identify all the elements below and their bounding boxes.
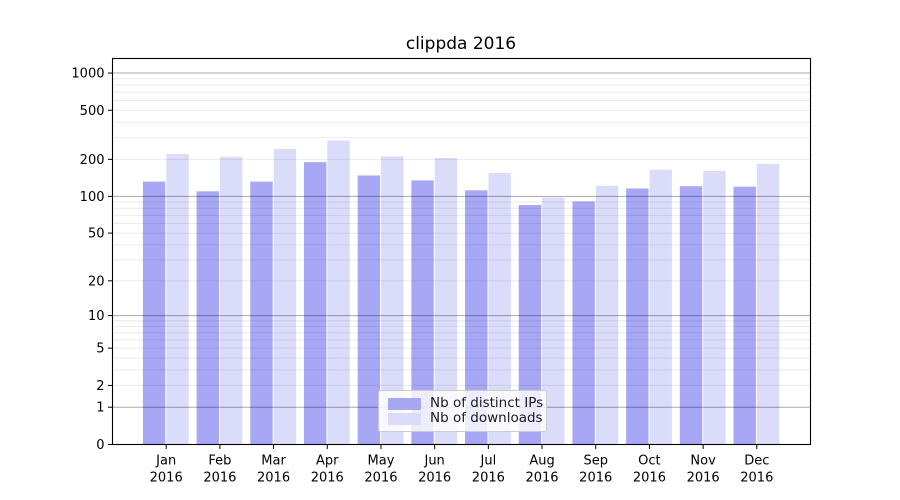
- bar-nb-of-downloads-aug: [542, 197, 565, 445]
- x-tick-label-jun: Jun 2016: [418, 454, 451, 486]
- y-tick-label-1000: 1000: [71, 67, 104, 82]
- bar-nb-of-distinct-ips-sep: [572, 201, 595, 445]
- x-tick-label-feb: Feb 2016: [203, 454, 236, 486]
- y-tick-label-20: 20: [88, 274, 105, 289]
- bar-nb-of-downloads-jan: [166, 154, 189, 445]
- bar-nb-of-downloads-jun: [434, 158, 458, 445]
- x-tick-label-dec: Dec 2016: [740, 454, 773, 486]
- x-tick-label-may: May 2016: [364, 454, 397, 486]
- bar-nb-of-downloads-apr: [327, 140, 350, 445]
- legend-swatch-downloads: [388, 412, 421, 425]
- x-tick-label-apr: Apr 2016: [311, 454, 344, 486]
- axes-spines: [111, 57, 812, 446]
- y-tick-label-2: 2: [96, 379, 104, 394]
- bar-nb-of-distinct-ips-mar: [250, 181, 273, 445]
- legend-item-distinct-ips: Nb of distinct IPs: [388, 396, 543, 411]
- bar-nb-of-distinct-ips-jan: [142, 181, 166, 445]
- bar-nb-of-downloads-jul: [488, 172, 511, 445]
- bar-nb-of-downloads-dec: [756, 163, 780, 445]
- x-tick-label-nov: Nov 2016: [687, 454, 720, 486]
- legend: Nb of distinct IPs Nb of downloads: [378, 390, 547, 432]
- x-tick-label-mar: Mar 2016: [257, 454, 290, 486]
- bar-nb-of-downloads-nov: [703, 170, 726, 445]
- legend-item-downloads: Nb of downloads: [388, 411, 543, 426]
- bar-nb-of-distinct-ips-apr: [303, 162, 327, 445]
- bar-nb-of-distinct-ips-jun: [411, 180, 434, 445]
- bar-nb-of-downloads-may: [381, 156, 404, 445]
- bar-nb-of-distinct-ips-feb: [196, 191, 219, 445]
- legend-label-distinct-ips: Nb of distinct IPs: [430, 395, 544, 411]
- x-tick-label-jan: Jan 2016: [150, 454, 183, 486]
- legend-swatch-distinct-ips: [388, 397, 421, 410]
- x-tick-label-aug: Aug 2016: [525, 454, 558, 486]
- bar-nb-of-downloads-feb: [219, 156, 243, 445]
- bar-nb-of-downloads-oct: [649, 169, 672, 445]
- chart-title: clippda 2016: [405, 34, 517, 54]
- y-tick-label-100: 100: [80, 190, 105, 205]
- y-tick-label-1: 1: [96, 401, 104, 416]
- y-tick-label-0: 0: [96, 438, 104, 453]
- bar-nb-of-distinct-ips-may: [357, 175, 381, 445]
- bar-nb-of-downloads-sep: [595, 185, 619, 445]
- bar-nb-of-distinct-ips-oct: [626, 188, 649, 445]
- y-tick-label-5: 5: [96, 342, 104, 357]
- bar-nb-of-distinct-ips-dec: [733, 186, 756, 445]
- x-tick-label-jul: Jul 2016: [472, 454, 505, 486]
- y-tick-label-10: 10: [88, 309, 105, 324]
- x-tick-label-oct: Oct 2016: [633, 454, 666, 486]
- legend-label-downloads: Nb of downloads: [430, 410, 543, 426]
- y-tick-label-500: 500: [80, 104, 105, 119]
- y-tick-label-50: 50: [88, 227, 105, 242]
- bar-nb-of-distinct-ips-nov: [679, 186, 703, 445]
- x-tick-label-sep: Sep 2016: [579, 454, 612, 486]
- bar-nb-of-distinct-ips-aug: [518, 205, 542, 445]
- bar-nb-of-downloads-mar: [273, 148, 297, 445]
- bar-nb-of-distinct-ips-jul: [465, 190, 488, 445]
- y-tick-label-200: 200: [80, 153, 105, 168]
